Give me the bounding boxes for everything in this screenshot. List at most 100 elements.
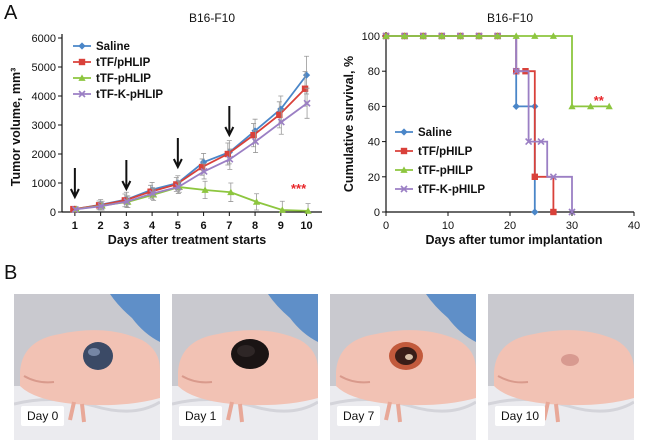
ttf-philp-point — [531, 32, 539, 39]
treatment-arrow — [121, 160, 132, 192]
chart1-x-tick-label: 7 — [226, 220, 232, 232]
glove-shape — [110, 294, 160, 342]
mouse-illustration — [330, 294, 476, 440]
ttf-k-philp-legend-marker — [400, 185, 408, 193]
ttf-k-phlip-line — [75, 102, 308, 211]
ttf-k-philp-point — [537, 138, 545, 146]
chart2-y-tick-label: 60 — [368, 101, 380, 113]
ttf-phlip-point — [276, 111, 283, 119]
chart1-x-tick-label: 3 — [123, 220, 129, 232]
chart2-significance: ** — [594, 93, 605, 108]
ttf-phlip-point — [252, 198, 261, 205]
chart1-title: B16-F10 — [189, 11, 235, 25]
mouse-photo: Day 1 — [172, 294, 318, 440]
ttf-phlip-point — [278, 206, 286, 213]
ttf-k-phlip-point — [252, 137, 260, 146]
ttf-k-phlip-point — [123, 197, 131, 206]
chart2-x-tick-label: 10 — [442, 220, 454, 232]
ttf-k-philp-point — [525, 138, 533, 146]
day-label: Day 0 — [21, 406, 65, 426]
chart2-y-tick-label: 20 — [368, 172, 380, 184]
ttf-philp-point — [549, 32, 557, 39]
ttf-philp-point — [419, 32, 427, 39]
chart1-x-tick-label: 4 — [149, 220, 156, 232]
chart2-x-tick-label: 40 — [628, 220, 640, 232]
ttf-phlip-point — [304, 207, 312, 214]
ttf-k-phlip-point — [200, 167, 208, 175]
ttf-philp-legend-marker — [400, 166, 408, 173]
day-label: Day 1 — [179, 406, 223, 426]
saline-point — [531, 208, 539, 216]
ttf-phlip-legend-marker — [78, 58, 86, 66]
day-label: Day 7 — [337, 406, 381, 426]
ttf-k-phlip-point — [71, 205, 79, 213]
chart1-x-tick-label: 8 — [252, 220, 258, 232]
chart1-y-tick-label: 4000 — [32, 91, 56, 103]
ttf-phlip-point — [250, 131, 257, 139]
ttf-phlip-point — [201, 186, 209, 193]
ttf-k-philp-point — [549, 173, 557, 181]
ttf-philp-step-line — [386, 35, 610, 108]
mouse-illustration — [14, 294, 160, 440]
chart1-legend-label: tTF/pHLIP — [96, 57, 151, 69]
ttf-k-philp-point — [568, 208, 576, 216]
chart1-y-label: Tumor volume, mm³ — [9, 68, 23, 187]
ttf-phlip-line — [73, 88, 306, 210]
chart2-x-tick-label: 30 — [566, 220, 578, 232]
ttf-philp-point — [494, 32, 502, 39]
panel-a-label: A — [4, 2, 18, 24]
chart1-y-tick-label: 2000 — [32, 149, 56, 161]
mouse-photo: Day 10 — [488, 294, 634, 440]
chart1-x-tick-label: 1 — [72, 220, 78, 232]
mouse-body — [494, 330, 634, 406]
chart2-y-tick-label: 80 — [368, 66, 380, 78]
chart1-x-tick-label: 6 — [201, 220, 207, 232]
chart1-x-tick-label: 2 — [98, 220, 104, 232]
saline-point — [512, 102, 520, 110]
chart1-x-tick-label: 9 — [278, 220, 284, 232]
ttf-philp-point — [475, 32, 483, 39]
treatment-arrow — [172, 138, 183, 170]
chart2-legend-label: tTF-pHILP — [418, 165, 473, 177]
chart2-y-label: Cumulative survival, % — [342, 56, 356, 192]
chart2-title: B16-F10 — [487, 11, 533, 25]
chart2-legend-label: Saline — [418, 127, 452, 139]
ttf-k-phlip-point — [303, 99, 311, 107]
chart1-legend-label: tTF-pHLIP — [96, 73, 151, 85]
chart1-y-tick-label: 6000 — [32, 33, 56, 45]
ttf-philp-point — [568, 102, 576, 110]
ttf-phlip-point — [301, 85, 309, 92]
chart1-y-tick-label: 0 — [50, 207, 56, 219]
chart1-x-tick-label: 10 — [300, 220, 312, 232]
ttf-phlip-point — [227, 188, 235, 196]
ttf-k-phlip-legend-marker — [78, 90, 86, 98]
chart2-x-tick-label: 0 — [383, 220, 389, 232]
ttf-philp-point — [550, 208, 557, 216]
chart1-x-label: Days after treatment starts — [108, 233, 266, 247]
chart1-y-tick-label: 3000 — [32, 120, 56, 132]
ttf-k-phlip-point — [226, 155, 234, 163]
ttf-philp-point — [605, 102, 613, 110]
ttf-philp-point — [401, 32, 409, 39]
day-label: Day 10 — [495, 406, 546, 426]
chart2-legend-label: tTF-K-pHILP — [418, 184, 485, 196]
glove-shape — [268, 294, 318, 342]
ttf-philp-point — [438, 32, 446, 39]
ttf-k-phlip-point — [97, 202, 105, 210]
survival-chart: B16-F10 0 20 40 60 80 100 0 10 20 30 40 Days after t… — [342, 11, 640, 247]
mouse-photo: Day 7 — [330, 294, 476, 440]
treatment-arrow — [224, 106, 235, 138]
chart2-y-tick-label: 100 — [362, 31, 380, 43]
chart1-y-tick-label: 1000 — [32, 178, 56, 190]
ttf-k-phlip-point — [149, 189, 157, 198]
ttf-k-philp-point — [512, 67, 520, 75]
mouse-photo: Day 0 — [14, 294, 160, 440]
ttf-phlip-legend-marker — [78, 74, 86, 81]
chart2-x-label: Days after tumor implantation — [425, 233, 602, 247]
chart2-legend-label: tTF/pHILP — [418, 146, 473, 158]
saline-legend-marker — [78, 42, 86, 50]
chart2-y-tick-label: 40 — [368, 137, 380, 149]
chart1-significance: *** — [291, 181, 307, 196]
ttf-philp-point — [512, 32, 520, 39]
chart1-legend-label: tTF-K-pHLIP — [96, 89, 163, 101]
